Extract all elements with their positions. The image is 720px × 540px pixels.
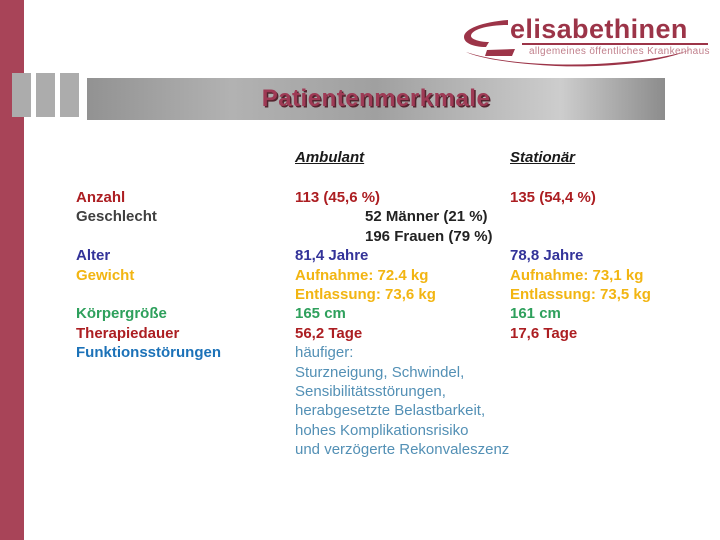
row-label [76, 227, 295, 246]
elisabethinen-swoosh-icon [464, 20, 692, 67]
stationaer-value: 135 (54,4 %) [510, 189, 596, 206]
ambulant-value: häufiger: [295, 344, 354, 362]
deco-square [36, 73, 55, 117]
row-label [76, 421, 295, 440]
ambulant-value: 56,2 Tage [295, 324, 363, 342]
title-bar: Patientenmerkmale [87, 78, 665, 120]
hospital-logo: elisabethinen allgemeines öffentliches K… [456, 10, 716, 72]
stationaer-value: Aufnahme: 73,1 kg [510, 266, 644, 284]
ambulant-value: 165 cm [295, 305, 346, 323]
ambulant-value: hohes Komplikationsrisiko [295, 421, 469, 439]
deco-square [12, 73, 31, 117]
stationaer-value [510, 421, 696, 440]
stationaer-value: 161 cm [510, 305, 561, 323]
row-label: Therapiedauer [76, 324, 180, 342]
logo-underline [522, 43, 708, 45]
ambulant-value: Sensibilitätsstörungen, [295, 382, 446, 400]
stationaer-value: 78,8 Jahre [510, 247, 584, 265]
row-label: Geschlecht [76, 208, 157, 226]
row-label [76, 382, 295, 401]
deco-square [60, 73, 79, 117]
row-label: Alter [76, 247, 111, 265]
ambulant-value: herabgesetzte Belastbarkeit, [295, 402, 486, 420]
ambulant-value: Entlassung: 73,6 kg [295, 285, 436, 303]
ambulant-value: Sturzneigung, Schwindel, [295, 363, 465, 381]
row-label [76, 440, 295, 459]
ambulant-value: Aufnahme: 72.4 kg [295, 266, 429, 284]
stationaer-value [510, 440, 696, 459]
ambulant-value: und verzögerte Rekonvaleszenz [295, 441, 510, 459]
stationaer-value [510, 382, 696, 401]
row-label: Funktionsstörungen [76, 344, 221, 362]
ambulant-value: 81,4 Jahre [295, 247, 369, 265]
stationaer-value: 17,6 Tage [510, 324, 578, 342]
logo-subtitle: allgemeines öffentliches Krankenhaus [529, 46, 710, 57]
row-label: Anzahl [76, 189, 126, 206]
row-label [76, 401, 295, 420]
row-label [76, 285, 295, 304]
row-label: Gewicht [76, 266, 135, 284]
ambulant-value: 52 Männer (21 %) [365, 208, 488, 226]
column-header-ambulant: Ambulant [295, 149, 365, 166]
stationaer-value [510, 227, 696, 246]
logo-name: elisabethinen [510, 14, 688, 44]
stationaer-value [510, 363, 696, 382]
row-label: Körpergröße [76, 305, 167, 323]
stationaer-value [510, 343, 696, 362]
ambulant-value: 113 (45,6 %) [295, 189, 381, 206]
column-header-stationaer: Stationär [510, 149, 576, 166]
ambulant-value: 196 Frauen (79 %) [365, 227, 493, 245]
row-label [76, 363, 295, 382]
patient-data-table: Anzahl 113 (45,6 %) 135 (54,4 %) Geschle… [76, 188, 696, 459]
stationaer-value: Entlassung: 73,5 kg [510, 285, 651, 303]
slide-title: Patientenmerkmale [261, 85, 491, 112]
stationaer-value [510, 401, 696, 420]
stationaer-value [510, 207, 696, 226]
